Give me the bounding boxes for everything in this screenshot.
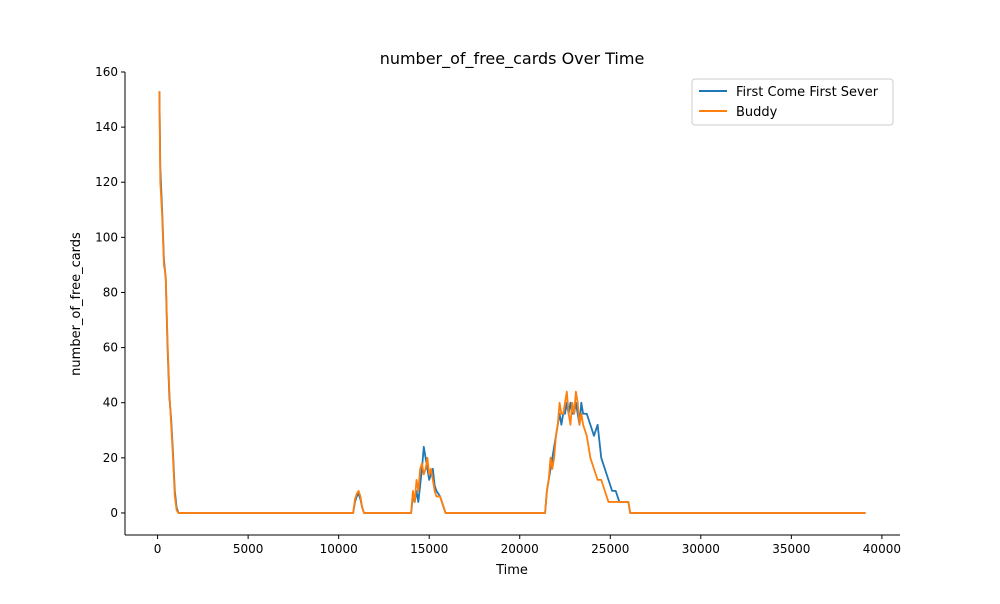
legend: First Come First Sever Buddy <box>691 78 894 126</box>
series-line <box>158 91 866 514</box>
chart-title: number_of_free_cards Over Time <box>380 49 645 69</box>
legend-box <box>691 78 894 126</box>
x-tick-label: 30000 <box>682 542 720 556</box>
x-tick-label: 5000 <box>233 542 264 556</box>
x-tick-label: 35000 <box>772 542 810 556</box>
x-axis-label: Time <box>495 563 528 578</box>
y-tick-label: 140 <box>95 120 118 134</box>
x-tick-label: 40000 <box>863 542 901 556</box>
y-tick-label: 160 <box>95 65 118 79</box>
x-tick-label: 10000 <box>320 542 358 556</box>
series-layer <box>158 91 866 514</box>
x-tick-label: 0 <box>154 542 162 556</box>
y-axis-label: number_of_free_cards <box>69 232 84 376</box>
y-tick-label: 80 <box>103 285 118 299</box>
x-axis: 0 5000 10000 15000 20000 25000 30000 35000 40000 <box>125 534 901 556</box>
legend-label: Buddy <box>736 105 778 120</box>
y-tick-label: 0 <box>110 506 118 520</box>
y-axis: 0 20 40 60 80 100 120 140 160 <box>95 65 126 535</box>
y-tick-label: 120 <box>95 175 118 189</box>
x-tick-label: 15000 <box>410 542 448 556</box>
y-tick-label: 60 <box>103 341 118 355</box>
y-tick-label: 100 <box>95 230 118 244</box>
y-tick-label: 20 <box>103 451 118 465</box>
x-tick-label: 20000 <box>501 542 539 556</box>
series-line <box>158 91 866 514</box>
y-tick-label: 40 <box>103 396 118 410</box>
legend-label: First Come First Sever <box>736 85 879 100</box>
x-tick-label: 25000 <box>591 542 629 556</box>
